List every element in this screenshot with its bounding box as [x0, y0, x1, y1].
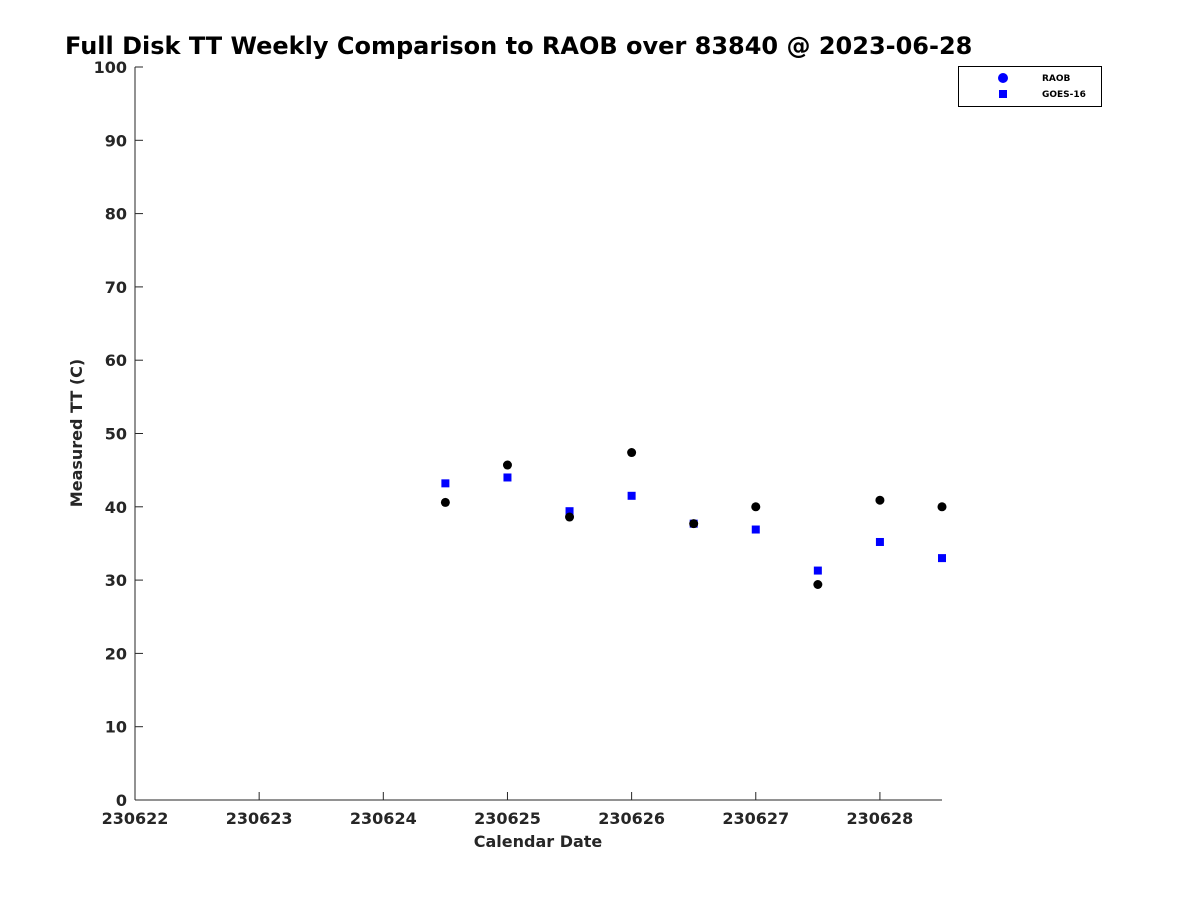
- y-tick-label: 100: [94, 58, 127, 77]
- y-axis-label: Measured TT (C): [67, 359, 86, 507]
- point-raob: [689, 519, 699, 529]
- point-goes-16: [751, 525, 760, 534]
- point-raob: [565, 512, 575, 522]
- y-tick-label: 50: [105, 425, 127, 444]
- x-tick-label: 230628: [847, 809, 914, 828]
- data-points: [440, 448, 947, 589]
- point-raob: [627, 448, 637, 458]
- x-tick-label: 230622: [102, 809, 169, 828]
- y-tick-label: 90: [105, 131, 127, 150]
- x-tick-label: 230626: [598, 809, 665, 828]
- point-raob: [937, 502, 947, 512]
- point-goes-16: [627, 491, 636, 500]
- legend-box: [958, 66, 1102, 107]
- point-goes-16: [441, 479, 450, 488]
- point-raob: [813, 579, 823, 589]
- point-raob: [440, 497, 450, 507]
- x-tick-label: 230623: [226, 809, 293, 828]
- y-tick-label: 40: [105, 498, 127, 517]
- legend-marker-goes-16: [999, 90, 1007, 98]
- y-tick-label: 60: [105, 351, 127, 370]
- point-raob: [875, 495, 885, 505]
- point-goes-16: [938, 554, 946, 563]
- point-goes-16: [813, 566, 822, 575]
- point-raob: [502, 460, 512, 470]
- legend-label-goes-16: GOES-16: [1042, 90, 1086, 100]
- y-tick-label: 80: [105, 205, 127, 224]
- x-tick-label: 230624: [350, 809, 417, 828]
- x-tick-label: 230625: [474, 809, 541, 828]
- point-goes-16: [503, 473, 512, 482]
- point-goes-16: [565, 507, 574, 516]
- y-ticks: 0 10 20 30 40 50 60 70 80 90 100: [94, 58, 143, 810]
- y-tick-label: 70: [105, 278, 127, 297]
- x-ticks: 230622 230623 230624 230625 230626 230627 2306…: [102, 792, 914, 828]
- point-raob: [751, 502, 761, 512]
- legend-label-raob: RAOB: [1042, 74, 1071, 84]
- y-tick-label: 0: [116, 791, 127, 810]
- point-goes-16: [875, 537, 884, 546]
- y-tick-label: 30: [105, 571, 127, 590]
- legend-marker-raob: [998, 73, 1008, 83]
- axes: [134, 67, 942, 801]
- x-tick-label: 230627: [722, 809, 789, 828]
- y-tick-label: 20: [105, 644, 127, 663]
- chart-title: Full Disk TT Weekly Comparison to RAOB o…: [65, 32, 972, 60]
- y-tick-label: 10: [105, 718, 127, 737]
- legend: RAOB GOES-16: [958, 66, 1102, 107]
- x-axis-label: Calendar Date: [474, 832, 603, 851]
